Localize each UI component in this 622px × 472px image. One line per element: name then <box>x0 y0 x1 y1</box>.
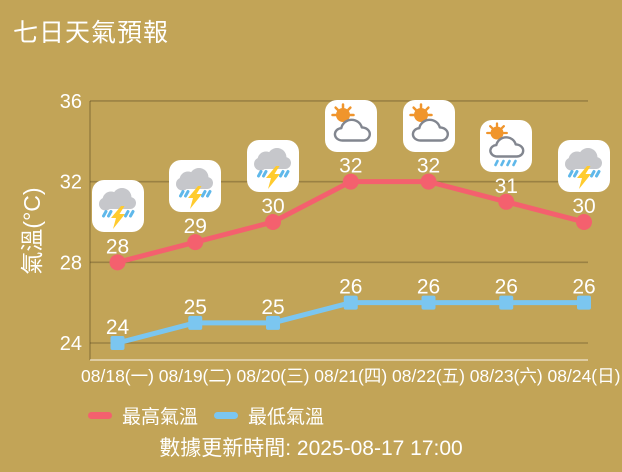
legend-label-min-temp: 最低氣溫 <box>248 407 325 428</box>
max-temp-point <box>187 234 204 251</box>
min-temp-point <box>266 315 280 330</box>
y-tick-label: 32 <box>60 172 82 194</box>
max-temp-point <box>576 213 592 230</box>
min-temp-point <box>343 295 358 310</box>
max-temp-point <box>109 254 126 271</box>
min-temp-point <box>188 315 203 330</box>
min-temp-swatch <box>214 412 239 419</box>
max-temp-value: 30 <box>572 195 595 218</box>
max-temp-value: 31 <box>495 175 518 198</box>
legend-item-min-temp: 最低氣溫 <box>214 402 324 429</box>
x-tick-label: 08/20(三) <box>237 366 310 386</box>
min-temp-point <box>577 295 591 310</box>
chart-legend: 最高氣溫 最低氣溫 <box>88 402 324 429</box>
x-tick-label: 08/23(六) <box>470 366 543 386</box>
y-tick-label: 36 <box>60 91 82 113</box>
min-temp-point <box>421 295 436 310</box>
y-tick-label: 28 <box>60 252 82 274</box>
max-temp-value: 28 <box>106 235 129 258</box>
page-title: 七日天氣預報 <box>13 19 170 47</box>
weather-icon-thunderstorm <box>91 180 144 233</box>
min-temp-value: 26 <box>339 276 362 299</box>
min-temp-value: 26 <box>417 276 440 299</box>
min-temp-value: 25 <box>184 296 207 319</box>
update-time: 數據更新時間: 2025-08-17 17:00 <box>159 437 463 460</box>
min-temp-value: 24 <box>106 316 130 339</box>
max-temp-value: 32 <box>417 155 440 178</box>
max-temp-point <box>498 193 515 210</box>
min-temp-value: 25 <box>261 296 284 319</box>
max-temp-value: 29 <box>184 215 207 238</box>
weather-icon-partly-cloudy-rain <box>480 119 533 172</box>
min-temp-value: 26 <box>495 276 518 299</box>
x-tick-label: 08/19(二) <box>159 366 232 386</box>
max-temp-value: 30 <box>261 195 284 218</box>
min-temp-point <box>110 336 125 350</box>
legend-item-max-temp: 最高氣溫 <box>88 402 198 429</box>
max-temp-value: 32 <box>339 155 362 178</box>
max-temp-point <box>265 213 281 230</box>
x-tick-label: 08/24(日) <box>548 366 621 386</box>
x-tick-label: 08/21(四) <box>314 366 387 386</box>
weather-icon-partly-cloudy <box>324 99 377 152</box>
x-tick-label: 08/18(一) <box>81 366 154 386</box>
min-temp-value: 26 <box>572 276 595 299</box>
legend-label-max-temp: 最高氣溫 <box>122 407 199 428</box>
weather-icon-thunderstorm <box>558 139 610 192</box>
weather-icon-thunderstorm <box>169 160 222 213</box>
max-temp-point <box>342 173 359 190</box>
x-tick-label: 08/22(五) <box>392 366 465 386</box>
max-temp-point <box>420 173 437 190</box>
weather-icon-partly-cloudy <box>402 99 455 152</box>
weather-icon-thunderstorm <box>247 139 299 192</box>
min-temp-point <box>499 295 514 310</box>
max-temp-swatch <box>88 412 112 419</box>
y-tick-label: 24 <box>60 333 82 355</box>
